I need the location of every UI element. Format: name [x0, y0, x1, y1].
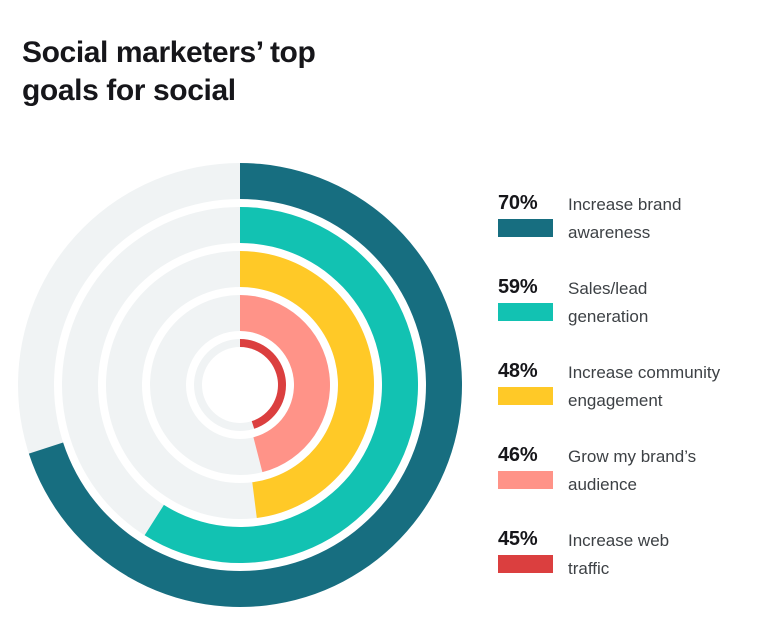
- chart-legend: 70% Increase brand awareness 59% Sales/lead…: [498, 190, 750, 610]
- legend-key: 70%: [498, 190, 556, 237]
- legend-key: 59%: [498, 274, 556, 321]
- legend-percent: 45%: [498, 528, 538, 550]
- legend-key: 48%: [498, 358, 556, 405]
- legend-label: Sales/lead generation: [568, 279, 649, 326]
- legend-color-swatch: [498, 303, 553, 321]
- legend-color-swatch: [498, 471, 553, 489]
- legend-key: 46%: [498, 442, 556, 489]
- legend-item[interactable]: 70% Increase brand awareness: [498, 190, 750, 247]
- legend-item[interactable]: 59% Sales/lead generation: [498, 274, 750, 331]
- legend-item[interactable]: 46% Grow my brand’s audience: [498, 442, 750, 499]
- legend-key: 45%: [498, 526, 556, 573]
- legend-color-swatch: [498, 387, 553, 405]
- legend-label: Grow my brand’s audience: [568, 447, 697, 494]
- legend-item[interactable]: 45% Increase web traffic: [498, 526, 750, 583]
- legend-label: Increase community engagement: [568, 363, 721, 410]
- ring-value-2[interactable]: Increase community engagement — 48%: [240, 251, 374, 518]
- ring-value-1[interactable]: Sales/lead generation — 59%: [144, 207, 418, 563]
- legend-color-swatch: [498, 219, 553, 237]
- ring-value-3[interactable]: Grow my brand’s audience — 46%: [240, 295, 330, 473]
- legend-percent: 46%: [498, 444, 538, 466]
- radial-chart-svg: Increase brand awareness — 70%Sales/lead…: [18, 163, 463, 607]
- radial-bar-chart: Increase brand awareness — 70%Sales/lead…: [0, 150, 480, 626]
- legend-item[interactable]: 48% Increase community engagement: [498, 358, 750, 415]
- legend-percent: 48%: [498, 360, 538, 382]
- legend-label: Increase web traffic: [568, 531, 670, 578]
- page-title: Social marketers’ top goals for social: [22, 36, 316, 108]
- legend-percent: 59%: [498, 276, 538, 298]
- chart-center-hole: [202, 347, 278, 423]
- legend-label: Increase brand awareness: [568, 195, 682, 242]
- legend-color-swatch: [498, 555, 553, 573]
- legend-percent: 70%: [498, 192, 538, 214]
